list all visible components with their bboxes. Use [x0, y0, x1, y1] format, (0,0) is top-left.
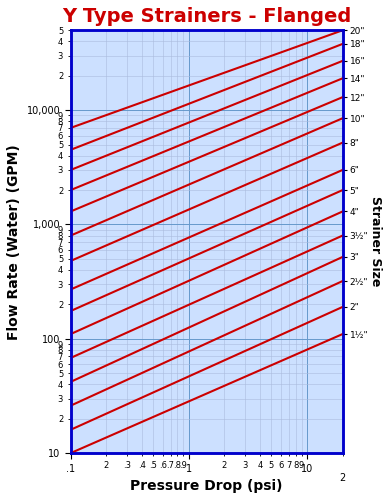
Y-axis label: Strainer Size: Strainer Size — [369, 196, 382, 287]
X-axis label: Pressure Drop (psi): Pressure Drop (psi) — [130, 479, 283, 493]
Y-axis label: Flow Rate (Water) (GPM): Flow Rate (Water) (GPM) — [7, 144, 21, 340]
Text: 2: 2 — [340, 472, 346, 482]
Title: Y Type Strainers - Flanged: Y Type Strainers - Flanged — [62, 7, 351, 26]
